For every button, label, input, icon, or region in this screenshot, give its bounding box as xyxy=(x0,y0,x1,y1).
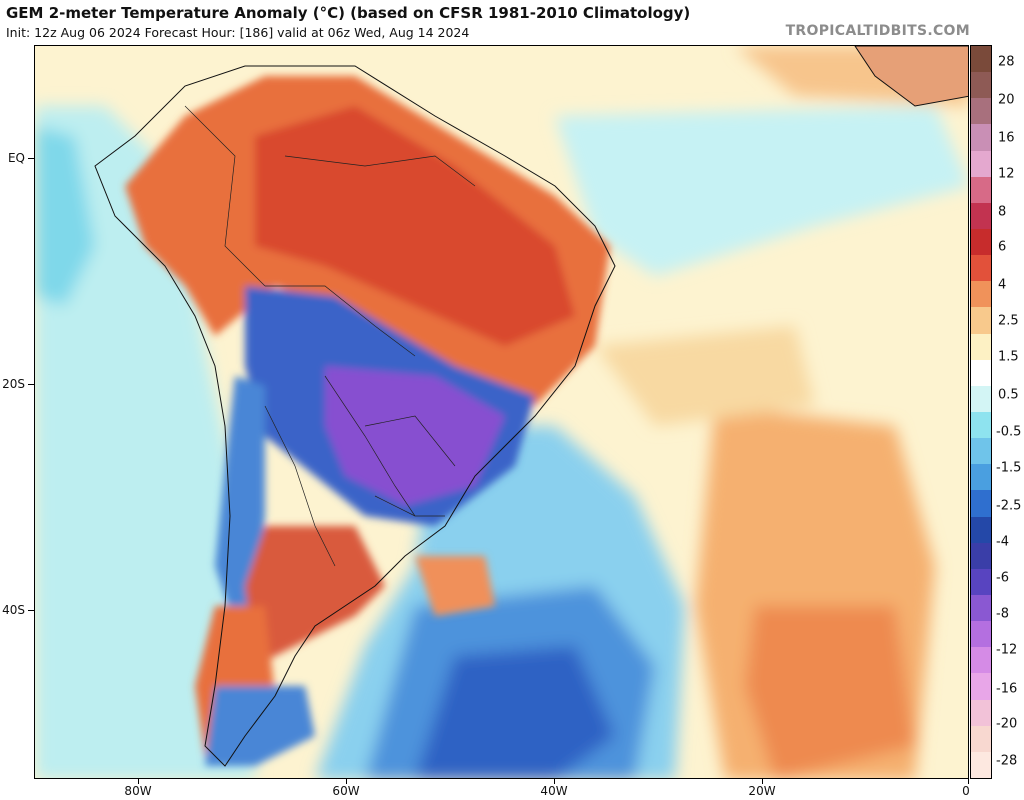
lon-tick xyxy=(968,779,969,784)
colorbar-tick-label: 20 xyxy=(998,92,1015,108)
colorbar-swatch xyxy=(971,46,991,73)
lon-label-0: 0 xyxy=(962,784,970,798)
colorbar-tick-label: -0.5 xyxy=(996,424,1022,440)
lon-label-20w: 20W xyxy=(748,784,776,798)
colorbar-swatch xyxy=(971,359,991,387)
colorbar-swatch xyxy=(971,412,991,439)
colorbar-swatch xyxy=(971,438,991,465)
colorbar-tick-label: 4 xyxy=(998,277,1007,293)
colorbar-swatch xyxy=(971,307,991,335)
coastline xyxy=(94,65,616,767)
colorbar-swatch xyxy=(971,385,991,413)
colorbar-swatch xyxy=(971,98,991,125)
lat-label-40s: 40S xyxy=(2,603,25,617)
lon-tick xyxy=(138,779,139,784)
colorbar-swatch xyxy=(971,595,991,622)
colorbar-swatch xyxy=(971,647,991,674)
colorbar-tick-label: -12 xyxy=(996,642,1018,658)
colorbar-tick-label: 8 xyxy=(998,204,1007,220)
colorbar-tick-label: 12 xyxy=(998,166,1015,182)
colorbar-swatch xyxy=(971,725,991,753)
colorbar-tick-label: 1.5 xyxy=(998,349,1019,365)
colorbar-swatch xyxy=(971,699,991,727)
lat-label-20s: 20S xyxy=(2,377,25,391)
lon-tick xyxy=(554,779,555,784)
colorbar-tick-label: -4 xyxy=(996,534,1009,550)
temperature-anomaly-map[interactable] xyxy=(34,45,969,779)
lon-label-60w: 60W xyxy=(332,784,360,798)
colorbar-tick-label: 28 xyxy=(998,54,1015,70)
colorbar-tick-label: -28 xyxy=(996,753,1018,769)
lat-tick xyxy=(28,384,34,385)
colorbar-tick-label: -1.5 xyxy=(996,460,1022,476)
colorbar-tick-label: 6 xyxy=(998,239,1007,255)
lon-label-80w: 80W xyxy=(124,784,152,798)
colorbar-tick-label: 2.5 xyxy=(998,313,1019,329)
colorbar-tick-label: -6 xyxy=(996,570,1009,586)
country-borders xyxy=(184,105,476,567)
colorbar-tick-label: 16 xyxy=(998,130,1015,146)
colorbar-swatch xyxy=(971,255,991,282)
colorbar-swatch xyxy=(971,673,991,701)
colorbar-swatch xyxy=(971,490,991,518)
colorbar-tick-label: -20 xyxy=(996,716,1018,732)
colorbar-swatch xyxy=(971,281,991,308)
map-title: GEM 2-meter Temperature Anomaly (°C) (ba… xyxy=(6,4,691,22)
colorbar-swatch xyxy=(971,124,991,152)
africa-coastline xyxy=(854,46,968,107)
lat-tick xyxy=(28,158,34,159)
colorbar-swatch xyxy=(971,751,991,779)
colorbar-tick-label: -16 xyxy=(996,681,1018,697)
lat-label-eq: EQ xyxy=(7,151,25,165)
colorbar-swatch xyxy=(971,464,991,491)
lon-tick xyxy=(346,779,347,784)
lon-label-40w: 40W xyxy=(540,784,568,798)
colorbar-swatch xyxy=(971,568,991,596)
map-subtitle: Init: 12z Aug 06 2024 Forecast Hour: [18… xyxy=(6,25,470,40)
pacific-cool-region xyxy=(35,106,255,778)
colorbar-swatch xyxy=(971,176,991,204)
colorbar-swatch xyxy=(971,333,991,361)
lat-tick xyxy=(28,610,34,611)
colorbar-tick-label: -2.5 xyxy=(996,498,1022,514)
colorbar-swatch xyxy=(971,72,991,99)
colorbar-tick-label: -8 xyxy=(996,606,1009,622)
colorbar-swatch xyxy=(971,229,991,256)
brand-watermark: TROPICALTIDBITS.COM xyxy=(785,23,970,39)
colorbar-swatch xyxy=(971,150,991,178)
colorbar-tick-label: 0.5 xyxy=(998,387,1019,403)
colorbar-swatch xyxy=(971,621,991,648)
colorbar-swatch xyxy=(971,202,991,230)
colorbar-legend xyxy=(970,45,992,779)
lon-tick xyxy=(762,779,763,784)
colorbar-swatch xyxy=(971,542,991,570)
colorbar-swatch xyxy=(971,516,991,544)
